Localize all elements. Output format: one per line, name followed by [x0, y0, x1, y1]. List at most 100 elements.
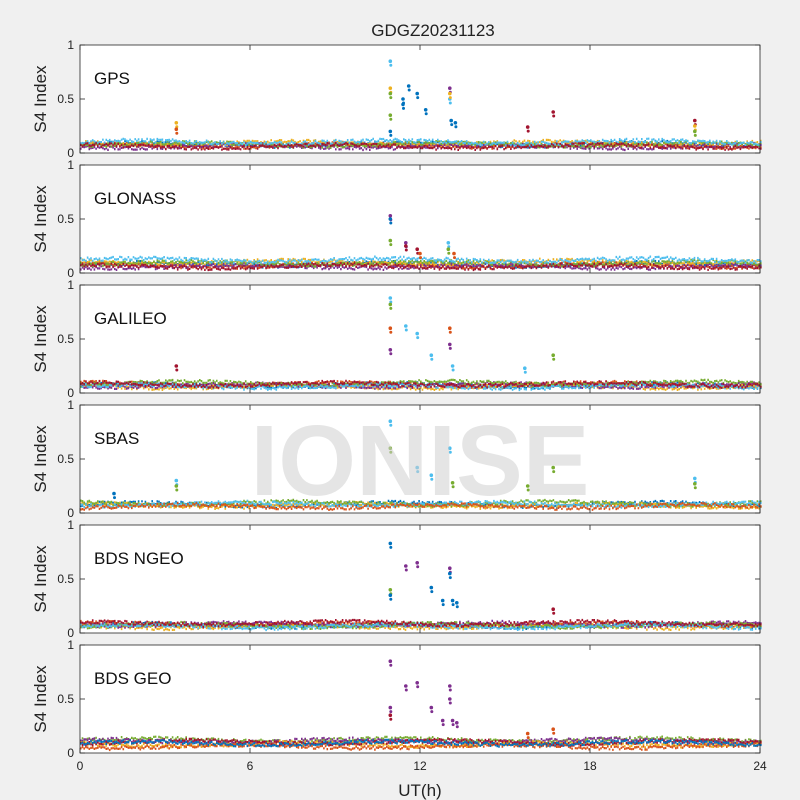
plot-area: [80, 525, 760, 633]
data-point: [441, 723, 445, 727]
y-tick-label: 1: [67, 278, 74, 292]
data-point: [389, 63, 393, 67]
data-point: [552, 731, 556, 735]
data-point: [448, 101, 452, 105]
figure-title: GDGZ20231123: [371, 21, 494, 40]
data-point: [388, 588, 393, 592]
data-point: [525, 484, 530, 488]
data-point: [448, 701, 452, 705]
data-point: [175, 131, 179, 135]
data-point: [429, 705, 434, 710]
data-point: [455, 721, 459, 725]
data-point: [388, 593, 393, 597]
data-point: [416, 685, 420, 689]
data-point: [389, 597, 393, 601]
y-axis-label: S4 Index: [31, 665, 50, 733]
y-axis-label: S4 Index: [31, 185, 50, 253]
data-point: [416, 336, 420, 340]
data-point: [430, 590, 434, 594]
data-point: [415, 247, 420, 251]
series-baseline: [80, 262, 762, 272]
data-point: [523, 366, 527, 371]
data-point: [552, 611, 556, 615]
data-point: [440, 598, 445, 603]
data-point: [388, 541, 393, 546]
data-point: [389, 352, 393, 356]
data-point: [430, 357, 434, 361]
data-point: [551, 353, 555, 358]
data-point: [404, 688, 408, 692]
data-point: [404, 324, 408, 328]
series-baseline: [80, 142, 762, 151]
y-tick-label: 0: [67, 146, 74, 160]
y-tick-label: 1: [67, 638, 74, 652]
data-point: [450, 598, 455, 603]
data-point: [551, 727, 555, 731]
data-point: [112, 491, 116, 496]
data-point: [451, 603, 455, 607]
data-point: [406, 84, 411, 88]
data-point: [404, 244, 408, 248]
data-point: [416, 96, 420, 100]
x-tick-label: 0: [77, 759, 84, 773]
data-point: [388, 113, 393, 117]
data-point: [455, 601, 459, 605]
data-point: [388, 296, 393, 300]
series-baseline: [80, 255, 762, 265]
data-point: [525, 125, 530, 129]
series-baseline: [80, 618, 762, 628]
y-tick-label: 0.5: [57, 212, 74, 226]
data-point: [424, 112, 428, 116]
data-point: [174, 478, 179, 483]
data-point: [389, 330, 393, 334]
data-point: [388, 86, 393, 90]
data-point: [552, 470, 556, 474]
panel-label: GPS: [94, 69, 130, 88]
data-point: [551, 465, 555, 470]
y-axis-label: S4 Index: [31, 305, 50, 373]
data-point: [404, 328, 408, 332]
data-point: [448, 96, 452, 100]
y-tick-label: 1: [67, 518, 74, 532]
data-point: [404, 568, 408, 572]
data-point: [446, 241, 451, 245]
panel-bds-geo: 0 0.5 1 0 6 12 18 24 BDS GEO S4 Index: [31, 638, 767, 773]
data-point: [551, 110, 555, 114]
data-point: [388, 713, 393, 717]
data-point: [451, 723, 455, 727]
data-point: [388, 419, 393, 424]
data-point: [389, 717, 393, 721]
data-point: [388, 446, 393, 451]
data-point: [448, 450, 452, 454]
data-point: [416, 470, 420, 474]
data-point: [551, 607, 555, 611]
data-point: [388, 217, 393, 221]
data-point: [448, 446, 452, 451]
data-point: [693, 476, 697, 481]
data-point: [404, 241, 408, 245]
data-point: [448, 697, 452, 701]
data-point: [525, 731, 530, 736]
series-baseline: [80, 622, 762, 632]
x-tick-label: 18: [583, 759, 597, 773]
y-tick-label: 0: [67, 266, 74, 280]
y-tick-label: 1: [67, 158, 74, 172]
data-point: [388, 91, 393, 96]
data-point: [415, 91, 420, 96]
data-point: [450, 481, 455, 485]
x-axis-label: UT(h): [398, 781, 441, 800]
data-point: [415, 681, 420, 685]
data-point: [450, 364, 455, 368]
data-point: [448, 566, 452, 570]
data-point: [389, 243, 393, 247]
y-tick-label: 0.5: [57, 92, 74, 106]
data-point: [419, 256, 422, 260]
y-axis-label: S4 Index: [31, 545, 50, 613]
data-point: [552, 114, 556, 118]
panel-glonass: 0 0.5 1 GLONASS S4 Index: [31, 158, 762, 280]
data-point: [389, 133, 393, 137]
data-point: [440, 718, 445, 723]
plot-area: [80, 285, 760, 393]
data-point: [404, 248, 408, 252]
